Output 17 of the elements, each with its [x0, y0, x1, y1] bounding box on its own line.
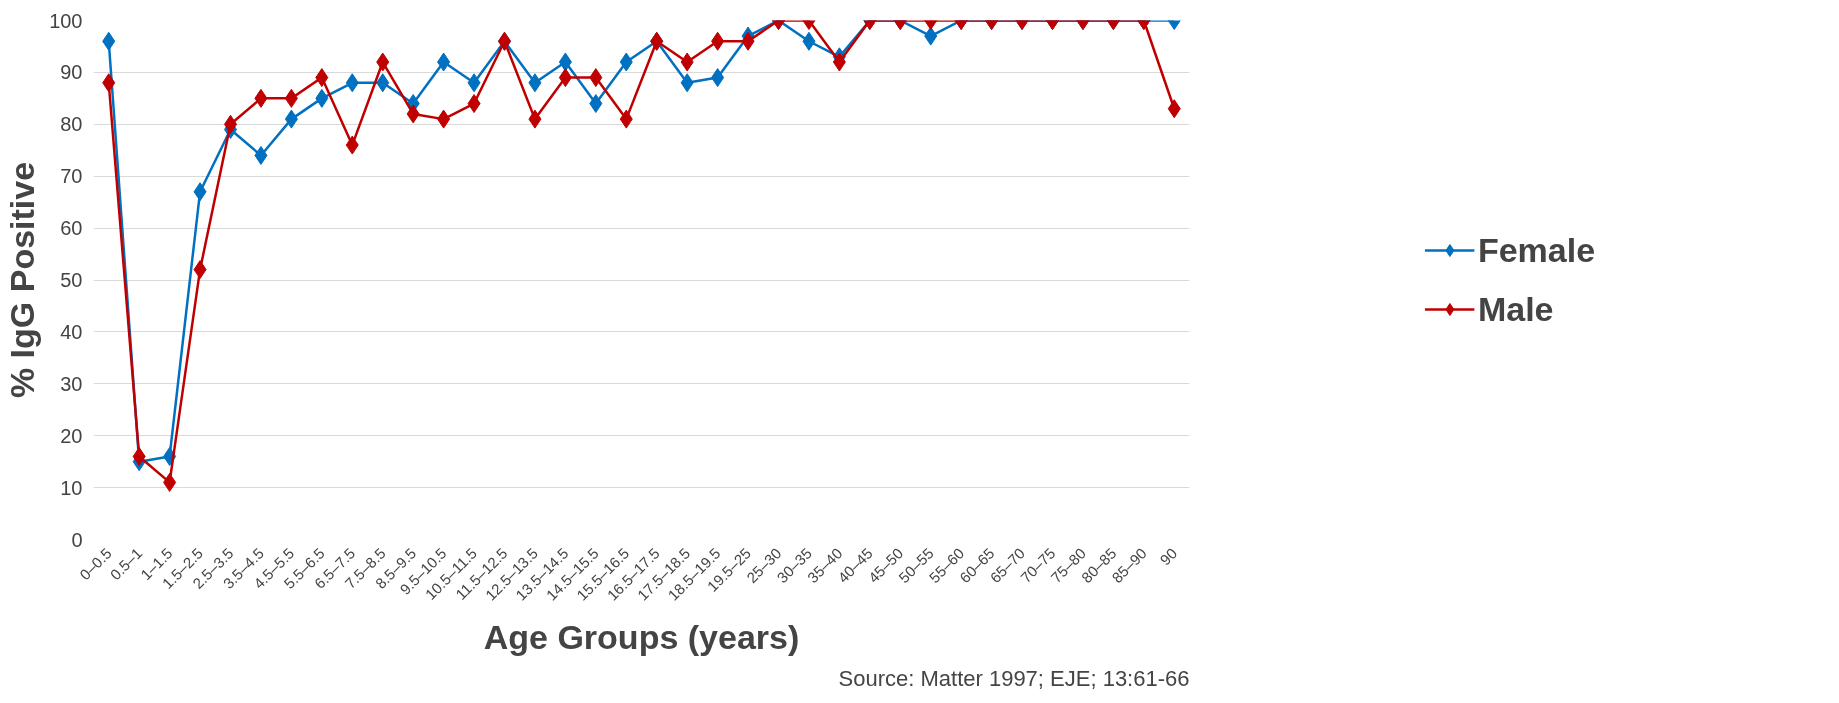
- y-tick-label: 20: [60, 424, 83, 447]
- source-note: Source: Matter 1997; EJE; 13:61-66: [838, 665, 1190, 691]
- y-axis-title: % IgG Positive: [3, 161, 42, 399]
- y-tick-label: 70: [60, 165, 83, 188]
- y-tick-label: 60: [60, 217, 83, 240]
- x-axis-title: Age Groups (years): [483, 617, 800, 656]
- y-tick-label: 50: [60, 269, 83, 291]
- x-tick-label: 90: [1156, 544, 1181, 569]
- y-tick-label: 0: [71, 528, 83, 551]
- y-tick-label: 40: [60, 320, 83, 343]
- y-tick-label: 10: [60, 476, 83, 499]
- legend-label: Female: [1477, 230, 1596, 270]
- y-tick-label: 100: [49, 9, 83, 32]
- y-tick-label: 30: [60, 372, 83, 395]
- y-tick-label: 80: [60, 113, 83, 136]
- legend-label: Male: [1477, 289, 1554, 329]
- y-tick-label: 90: [60, 61, 83, 84]
